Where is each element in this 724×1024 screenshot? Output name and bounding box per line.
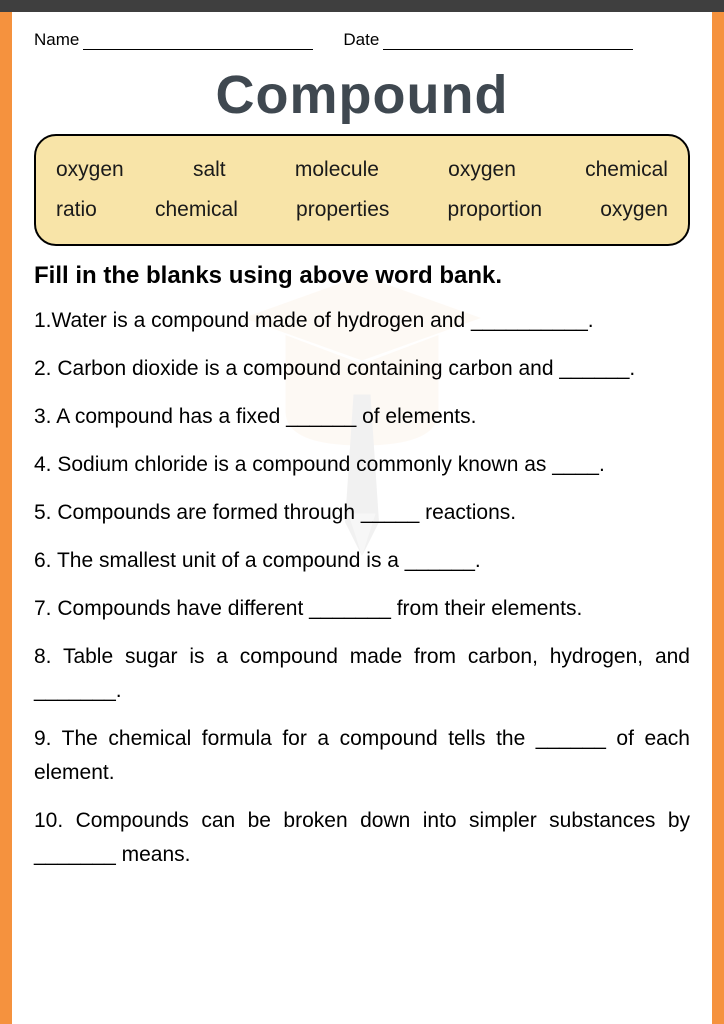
name-input-line[interactable] (83, 32, 313, 50)
word-bank-word: oxygen (448, 150, 516, 190)
right-border (712, 12, 724, 1024)
word-bank-row-2: ratio chemical properties proportion oxy… (56, 190, 668, 230)
name-field[interactable]: Name (34, 30, 313, 50)
word-bank: oxygen salt molecule oxygen chemical rat… (34, 134, 690, 246)
word-bank-row-1: oxygen salt molecule oxygen chemical (56, 150, 668, 190)
question-item: 5. Compounds are formed through _____ re… (34, 496, 690, 530)
word-bank-word: oxygen (56, 150, 124, 190)
date-label: Date (343, 30, 379, 50)
question-item: 4. Sodium chloride is a compound commonl… (34, 448, 690, 482)
word-bank-word: chemical (155, 190, 238, 230)
name-label: Name (34, 30, 79, 50)
word-bank-word: chemical (585, 150, 668, 190)
page-title: Compound (34, 64, 690, 126)
date-field[interactable]: Date (343, 30, 633, 50)
instruction-text: Fill in the blanks using above word bank… (34, 262, 690, 290)
word-bank-word: salt (193, 150, 226, 190)
word-bank-word: oxygen (600, 190, 668, 230)
word-bank-word: ratio (56, 190, 97, 230)
word-bank-word: properties (296, 190, 389, 230)
question-item: 10. Compounds can be broken down into si… (34, 804, 690, 872)
questions-list: 1.Water is a compound made of hydrogen a… (34, 304, 690, 872)
header-fields: Name Date (34, 30, 690, 50)
question-item: 6. The smallest unit of a compound is a … (34, 544, 690, 578)
question-item: 7. Compounds have different _______ from… (34, 592, 690, 626)
question-item: 2. Carbon dioxide is a compound containi… (34, 352, 690, 386)
question-item: 1.Water is a compound made of hydrogen a… (34, 304, 690, 338)
left-border (0, 12, 12, 1024)
word-bank-word: molecule (295, 150, 379, 190)
question-item: 8. Table sugar is a compound made from c… (34, 640, 690, 708)
question-item: 9. The chemical formula for a compound t… (34, 722, 690, 790)
word-bank-word: proportion (448, 190, 543, 230)
question-item: 3. A compound has a fixed ______ of elem… (34, 400, 690, 434)
worksheet-content: Name Date Compound oxygen salt molecule … (12, 12, 712, 1024)
top-border (0, 0, 724, 12)
date-input-line[interactable] (383, 32, 633, 50)
